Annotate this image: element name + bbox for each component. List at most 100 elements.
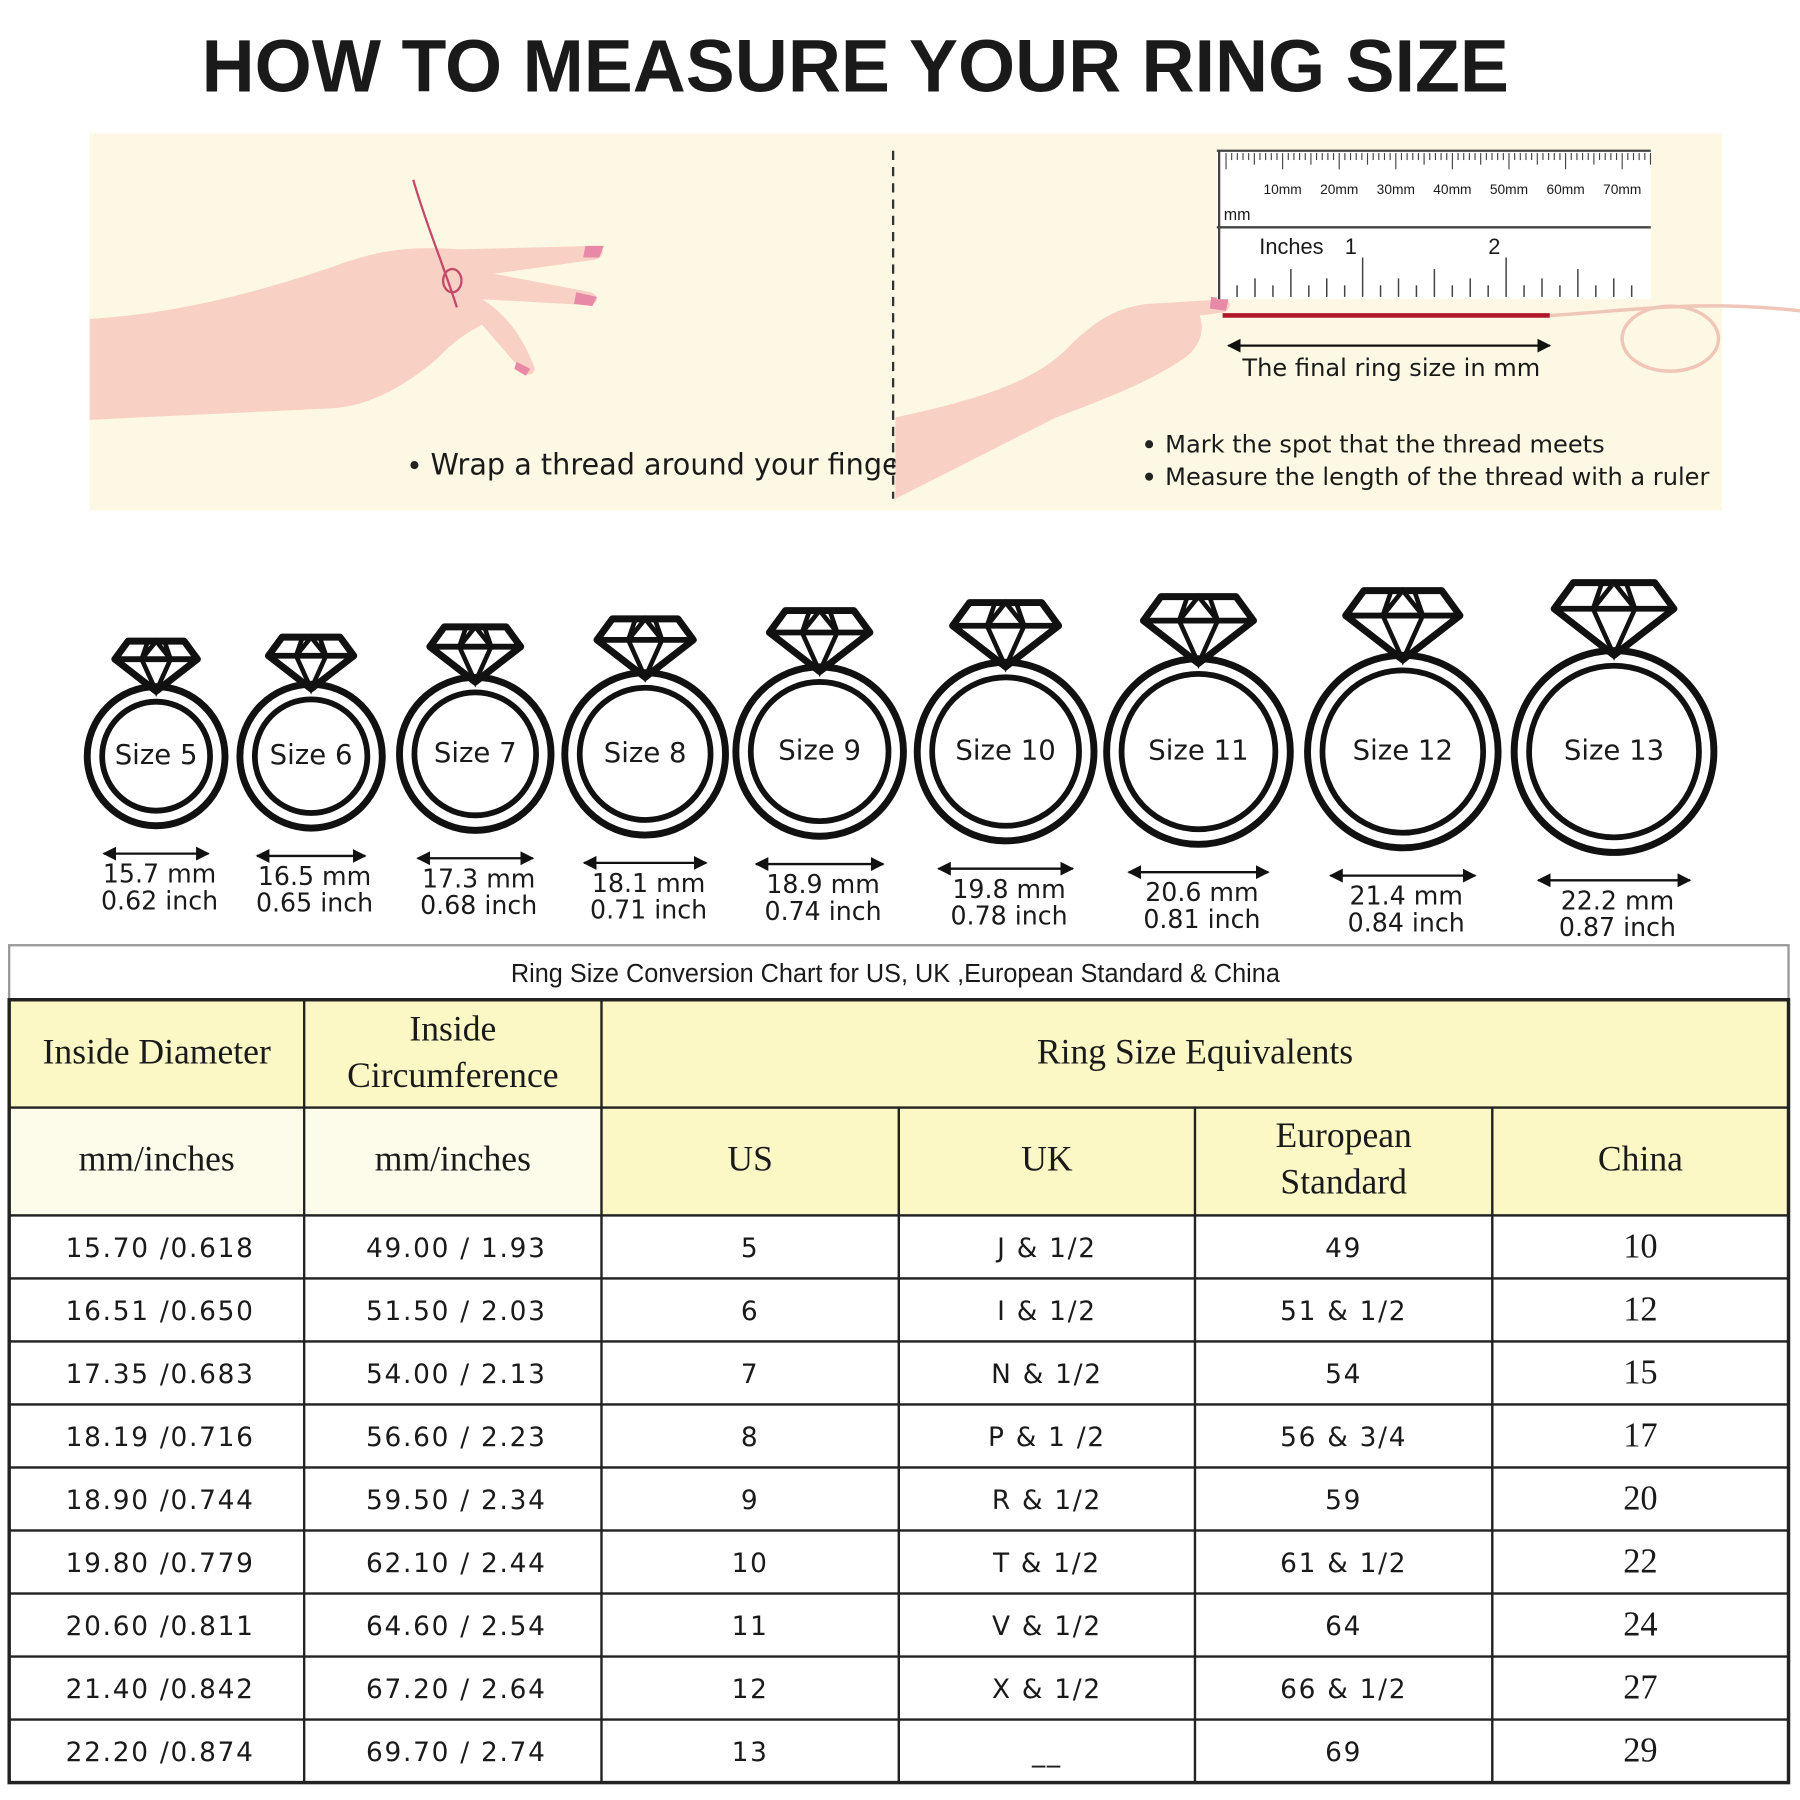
ring-label: Size 8 (604, 736, 687, 769)
cell-text: 59 (1325, 1485, 1362, 1516)
table-cell (1491, 1403, 1790, 1469)
cell-text: 56 & 3/4 (1280, 1422, 1407, 1453)
ring-band (732, 663, 907, 840)
table-cell (1193, 1466, 1494, 1532)
cell-text: 51 & 1/2 (1280, 1296, 1407, 1327)
ring-band (251, 696, 371, 816)
table-cell (8, 1655, 306, 1721)
ring: Size 10 19.8 mm0.78 inch (913, 598, 1098, 930)
bullet (1145, 472, 1154, 481)
ruler-label: 10mm (1264, 181, 1302, 197)
diamond (1550, 579, 1678, 659)
cell-text: 29 (1623, 1731, 1657, 1769)
ring-band (576, 684, 714, 823)
cell-text: __ (1031, 1737, 1062, 1768)
ring-band (83, 683, 229, 830)
ring-inch: 0.78 inch (950, 900, 1067, 930)
conversion-table: Ring Size Conversion Chart for US, UK ,E… (7, 944, 1791, 1785)
cell-text: 5 (741, 1233, 760, 1264)
ring: Size 6 16.5 mm0.65 inch (236, 633, 386, 918)
cell-text: 6 (741, 1296, 760, 1327)
ring-label: Size 5 (115, 738, 198, 771)
table-cell (1491, 1529, 1790, 1595)
table-cell (1491, 1466, 1790, 1532)
diamond (1342, 587, 1464, 664)
cell-text: 66 & 1/2 (1280, 1674, 1407, 1705)
ring: Size 7 17.3 mm0.68 inch (396, 623, 555, 920)
ruler: 10mm 20mm 30mm 40mm 50mm 60mm 70mm mm Inches 1 2 (1216, 149, 1652, 300)
table-cell (600, 1403, 900, 1469)
header-text: US (727, 1138, 772, 1178)
diamond (593, 615, 697, 681)
diamond (1139, 593, 1258, 667)
hand-illustration (89, 179, 604, 420)
cell-text: I & 1/2 (997, 1296, 1097, 1327)
ring-band (411, 689, 539, 819)
title: HOW TO MEASURE YOUR RING SIZE (202, 24, 1509, 107)
table-cell (303, 1529, 603, 1595)
ring-band (1103, 655, 1294, 848)
diamond-facet (1177, 592, 1220, 669)
cell-text: 49 (1325, 1233, 1362, 1264)
diamond (949, 599, 1063, 671)
cell-text: T & 1/2 (992, 1548, 1101, 1579)
ruler-label: 1 (1345, 234, 1357, 259)
table-cell (303, 1718, 603, 1784)
cell-text: N & 1/2 (991, 1359, 1103, 1390)
header-text: Circumference (347, 1055, 558, 1095)
cell-text: 15 (1623, 1353, 1657, 1391)
cell-text: 12 (1623, 1290, 1657, 1328)
cell-text: 16.51 /0.650 (66, 1296, 255, 1327)
ring-inch: 0.84 inch (1348, 907, 1465, 937)
table-cell (897, 1655, 1197, 1721)
cell-text: 56.60 / 2.23 (366, 1422, 547, 1453)
ring-label: Size 11 (1148, 733, 1248, 766)
ring-label: Size 7 (434, 736, 517, 769)
bullet (410, 461, 419, 470)
table-cell (600, 1718, 900, 1784)
table-cell (1491, 1655, 1790, 1721)
ring-inch: 0.65 inch (256, 888, 373, 918)
ruler-unit: mm (1224, 206, 1251, 224)
table-cell (303, 1214, 603, 1280)
diamond (426, 623, 525, 686)
table-cell (600, 1277, 900, 1343)
table-cell (600, 1655, 900, 1721)
cell-text: 7 (741, 1359, 760, 1390)
ring-inch: 0.74 inch (765, 896, 882, 926)
ruler-label: 50mm (1490, 181, 1528, 197)
ring-label: Size 12 (1353, 733, 1453, 766)
table-cell (600, 1529, 900, 1595)
table-cell (1491, 1340, 1790, 1406)
table-cell (897, 1718, 1197, 1784)
diamond-facet (1380, 586, 1425, 666)
diamond (111, 637, 201, 695)
cell-text: 20.60 /0.811 (66, 1611, 255, 1642)
ring-band (1526, 662, 1702, 841)
header-text: European (1276, 1115, 1412, 1155)
ruler-label: 2 (1488, 234, 1500, 259)
header-cell (600, 1106, 900, 1217)
header-text: UK (1021, 1138, 1073, 1178)
cell-text: 59.50 / 2.34 (366, 1485, 547, 1516)
ring-label: Size 9 (778, 733, 861, 766)
ring: Size 5 15.7 mm0.62 inch (83, 637, 229, 915)
table-border (7, 998, 1791, 1785)
table-cell (8, 1277, 306, 1343)
table-cell (600, 1592, 900, 1658)
ring-inch: 0.87 inch (1559, 912, 1676, 942)
diamond-facet (626, 615, 665, 683)
table-cell (1193, 1340, 1494, 1406)
ruler-unit: Inches (1259, 234, 1323, 259)
table-cell (600, 1340, 900, 1406)
ring-inch: 0.81 inch (1143, 904, 1260, 934)
cell-text: 24 (1623, 1605, 1657, 1643)
cell-text: 64 (1325, 1611, 1362, 1642)
table-cell (303, 1340, 603, 1406)
diamond-facet (293, 633, 329, 695)
ring-mm: 19.8 mm (952, 874, 1065, 904)
diamond-facet (139, 637, 173, 697)
header-text: Ring Size Equivalents (1037, 1031, 1353, 1071)
header-text: Inside Diameter (43, 1031, 271, 1071)
